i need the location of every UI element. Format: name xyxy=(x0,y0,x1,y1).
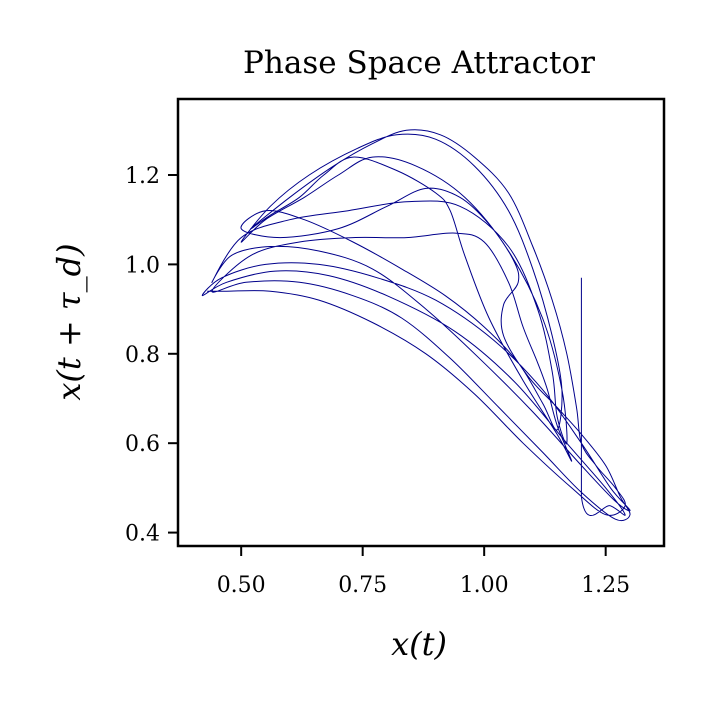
x-tick-label: 1.00 xyxy=(460,573,509,598)
x-axis-label: x(t) xyxy=(391,625,447,663)
attractor-trajectory-0 xyxy=(201,129,631,522)
y-tick-label: 0.6 xyxy=(125,432,160,457)
y-axis-label: x(t + τ_d) xyxy=(50,243,88,400)
axis-ticks: 0.50 0.75 1.00 1.25 0.4 0.6 0.8 1.0 1.2 xyxy=(125,164,630,598)
plot-frame xyxy=(176,97,666,548)
y-tick-label: 0.8 xyxy=(125,343,160,368)
chart-title: Phase Space Attractor xyxy=(243,45,595,81)
x-tick-label: 0.50 xyxy=(217,573,266,598)
y-tick-label: 0.4 xyxy=(125,522,160,547)
x-tick-label: 1.25 xyxy=(581,573,630,598)
y-tick-label: 1.2 xyxy=(125,164,160,189)
plot-area xyxy=(201,129,631,522)
y-tick-label: 1.0 xyxy=(125,253,160,278)
x-tick-label: 0.75 xyxy=(338,573,387,598)
